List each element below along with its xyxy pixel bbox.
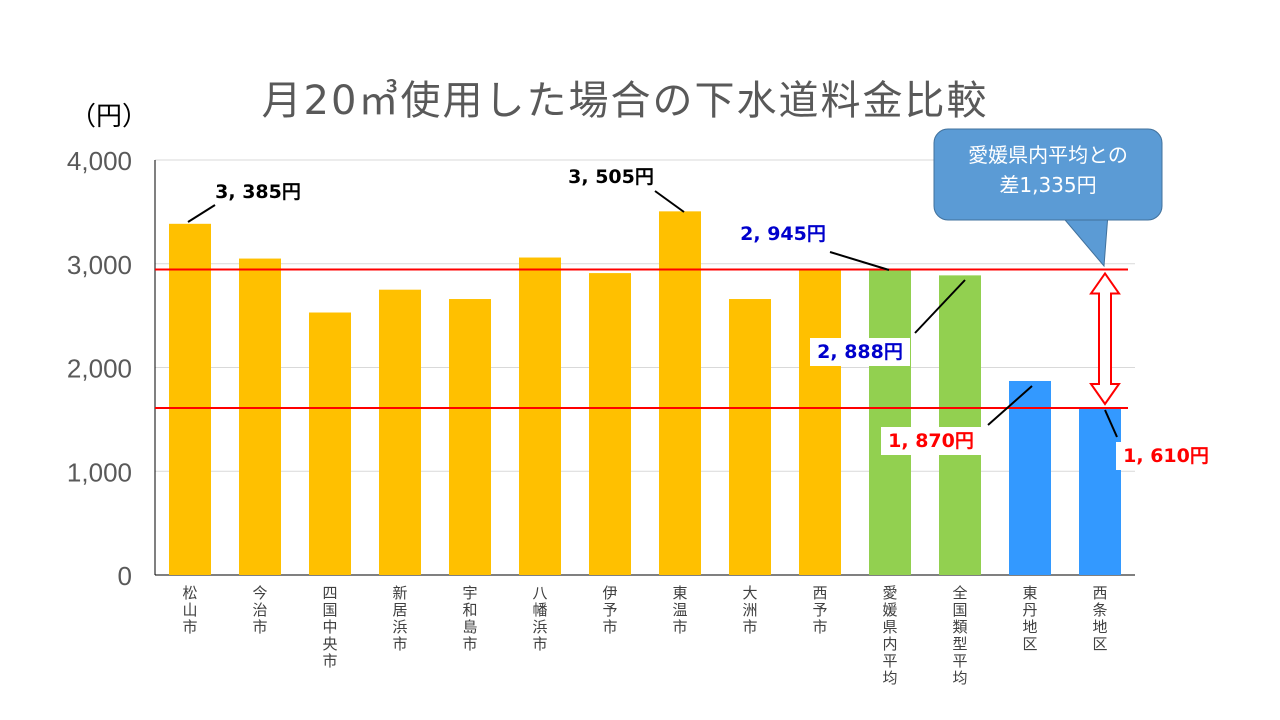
- x-tick-label: 今治市: [252, 584, 267, 636]
- bar-5: [449, 299, 491, 575]
- annotation-leader-line: [187, 204, 216, 223]
- bar-1: [169, 223, 211, 575]
- annotation-label: 3, 505円: [568, 166, 654, 188]
- x-tick-label: 伊予市: [602, 584, 617, 636]
- bar-2: [239, 258, 281, 575]
- x-tick-label: 松山市: [182, 584, 197, 636]
- x-tick-label: 全国類型平均: [952, 584, 967, 687]
- annotation-label: 2, 945円: [740, 223, 826, 245]
- y-axis-unit-label: （円）: [70, 102, 149, 132]
- callout-line-1: 愛媛県内平均との: [968, 143, 1128, 167]
- annotation-leader-line: [987, 385, 1033, 426]
- y-tick-label: 0: [118, 561, 132, 591]
- x-tick-label: 大洲市: [742, 584, 757, 636]
- y-tick-label: 2,000: [67, 354, 132, 384]
- x-tick-label: 西予市: [812, 584, 827, 636]
- annotation-leader-line: [829, 251, 890, 271]
- bar-11: [869, 269, 911, 575]
- x-tick-label: 八幡浜市: [532, 584, 547, 653]
- callout-text: 愛媛県内平均との 差1,335円: [934, 140, 1162, 200]
- bar-7: [589, 273, 631, 575]
- x-tick-label: 西条地区: [1092, 584, 1107, 653]
- bar-3: [309, 312, 351, 575]
- callout-line-2: 差1,335円: [999, 173, 1097, 197]
- annotation-leader-line: [914, 279, 966, 334]
- x-tick-label: 新居浜市: [392, 584, 407, 653]
- bar-4: [379, 289, 421, 575]
- bar-10: [799, 269, 841, 575]
- y-tick-label: 4,000: [67, 146, 132, 176]
- x-tick-label: 愛媛県内平均: [882, 584, 897, 687]
- y-tick-label: 1,000: [67, 457, 132, 487]
- y-tick-label: 3,000: [67, 250, 132, 280]
- callout-joint: [1061, 212, 1107, 218]
- callout-box: [933, 128, 1163, 221]
- bar-9: [729, 299, 771, 575]
- x-tick-label: 四国中央市: [322, 584, 337, 670]
- annotation-leader-line: [1104, 409, 1118, 438]
- bar-12: [939, 275, 981, 575]
- chart-title: 月20㎥使用した場合の下水道料金比較: [261, 78, 989, 124]
- annotation-label: 1, 610円: [1123, 445, 1209, 467]
- annotation-background: [810, 338, 910, 366]
- annotation-label: 3, 385円: [215, 181, 301, 203]
- annotation-label: 1, 870円: [888, 430, 974, 452]
- bar-8: [659, 211, 701, 575]
- bar-6: [519, 257, 561, 575]
- callout-pointer: [1058, 213, 1109, 268]
- x-tick-label: 宇和島市: [462, 584, 477, 653]
- annotation-background: [881, 427, 981, 455]
- annotation-label: 2, 888円: [817, 341, 903, 363]
- difference-arrow: [1089, 271, 1121, 406]
- annotation-leader-line: [654, 190, 685, 213]
- annotation-background: [1116, 442, 1216, 470]
- bar-13: [1009, 380, 1051, 575]
- bar-14: [1079, 407, 1121, 575]
- x-tick-label: 東丹地区: [1022, 584, 1037, 653]
- x-tick-label: 東温市: [672, 584, 687, 636]
